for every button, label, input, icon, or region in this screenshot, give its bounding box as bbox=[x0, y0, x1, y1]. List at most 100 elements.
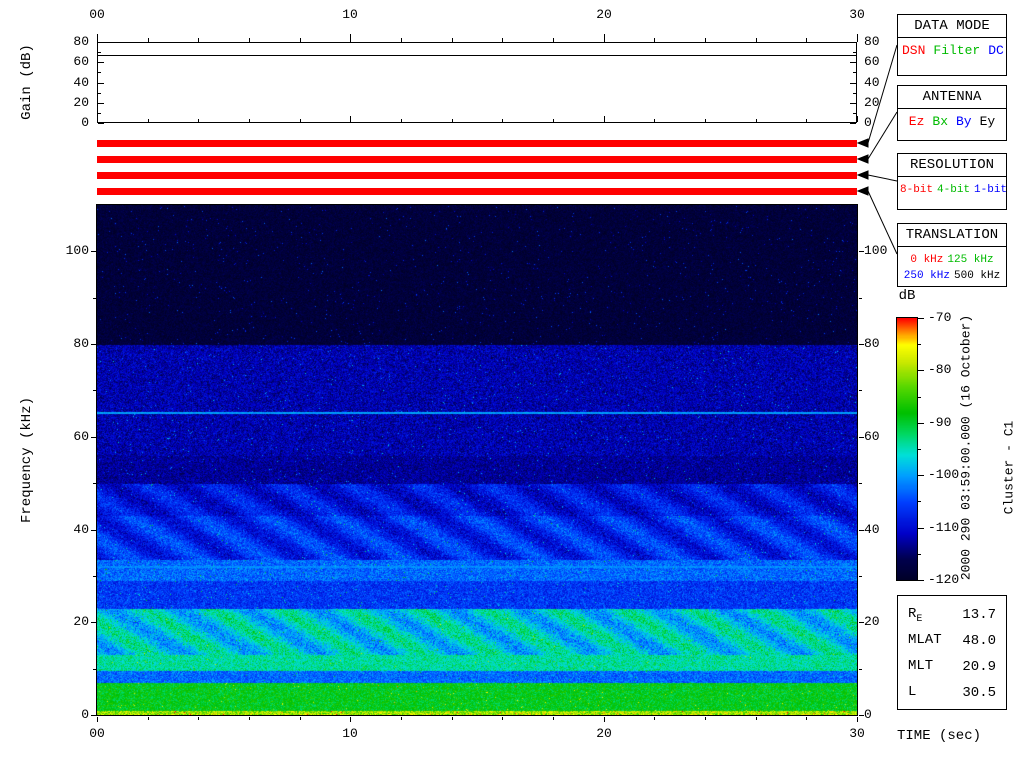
param-label: MLT bbox=[908, 657, 934, 674]
time-axis-label: TIME (sec) bbox=[897, 728, 982, 744]
colorbar-tick-label: -90 bbox=[928, 415, 952, 430]
time-minor-tick bbox=[148, 717, 149, 720]
connector-arrow-icon bbox=[856, 138, 869, 148]
colorbar-tick bbox=[918, 423, 924, 424]
top-axis-minor-tick bbox=[502, 38, 503, 42]
freq-tick bbox=[859, 715, 864, 716]
freq-tick-label-right: 80 bbox=[864, 336, 880, 351]
time-minor-tick bbox=[401, 717, 402, 720]
top-axis-tick-label: 20 bbox=[596, 7, 612, 22]
freq-minor-tick bbox=[859, 483, 862, 484]
colorbar-tick bbox=[918, 580, 924, 581]
top-axis-minor-tick bbox=[148, 38, 149, 42]
time-minor-tick bbox=[452, 717, 453, 720]
colorbar-tick bbox=[918, 318, 924, 319]
top-axis-minor-tick bbox=[249, 38, 250, 42]
colorbar-tick-label: -80 bbox=[928, 362, 952, 377]
option-500-khz: 500 kHz bbox=[954, 270, 1001, 282]
freq-minor-tick bbox=[859, 669, 862, 670]
freq-tick-label-right: 40 bbox=[864, 522, 880, 537]
freq-tick bbox=[859, 437, 864, 438]
freq-tick bbox=[91, 715, 96, 716]
data-mode-title: DATA MODE bbox=[898, 15, 1006, 38]
antenna-panel: ANTENNA Ez Bx By Ey bbox=[897, 85, 1007, 141]
colorbar-minor-tick bbox=[918, 397, 921, 398]
gain-ytick bbox=[850, 83, 856, 84]
gain-ytick bbox=[850, 42, 856, 43]
frequency-axis-label: Frequency (kHz) bbox=[19, 396, 35, 524]
option-4-bit: 4-bit bbox=[937, 184, 971, 196]
translation-options: 0 kHz 125 kHz 250 kHz 500 kHz bbox=[898, 247, 1006, 284]
time-tick-label: 30 bbox=[849, 726, 865, 741]
time-minor-tick bbox=[198, 717, 199, 720]
top-axis-minor-tick bbox=[705, 38, 706, 42]
time-minor-tick bbox=[553, 717, 554, 720]
freq-tick bbox=[91, 251, 96, 252]
freq-tick bbox=[859, 344, 864, 345]
spacecraft-label: Cluster - C1 bbox=[1001, 420, 1017, 515]
param-label: L bbox=[908, 683, 917, 700]
time-minor-tick bbox=[806, 717, 807, 720]
top-axis-tick-label: 30 bbox=[849, 7, 865, 22]
time-tick bbox=[604, 717, 605, 722]
param-value: 48.0 bbox=[962, 633, 996, 649]
time-tick bbox=[350, 717, 351, 722]
time-minor-tick bbox=[300, 717, 301, 720]
top-axis-minor-tick bbox=[553, 38, 554, 42]
gain-minor-ytick bbox=[98, 52, 101, 53]
freq-tick-label-left: 100 bbox=[65, 243, 89, 258]
freq-minor-tick bbox=[93, 483, 96, 484]
resolution-panel: RESOLUTION 8-bit 4-bit 1-bit bbox=[897, 153, 1007, 210]
gain-xtick bbox=[604, 116, 605, 122]
param-label: RE bbox=[908, 605, 923, 625]
gain-xtick bbox=[350, 116, 351, 122]
option-1-bit: 1-bit bbox=[974, 184, 1008, 196]
gain-tick-label-left: 0 bbox=[81, 115, 89, 130]
timestamp-label: 2000 290 03:59:00.000 (16 October) bbox=[958, 314, 974, 581]
freq-tick bbox=[91, 530, 96, 531]
gain-minor-xtick bbox=[198, 119, 199, 122]
gain-axis-label: Gain (dB) bbox=[19, 44, 35, 120]
colorbar-tick bbox=[918, 528, 924, 529]
freq-tick-label-left: 80 bbox=[73, 336, 89, 351]
param-value: 20.9 bbox=[962, 659, 996, 675]
top-axis-minor-tick bbox=[756, 38, 757, 42]
option-ez: Ez bbox=[908, 114, 925, 129]
freq-minor-tick bbox=[859, 390, 862, 391]
gain-xtick bbox=[857, 116, 858, 122]
gain-minor-xtick bbox=[705, 119, 706, 122]
time-minor-tick bbox=[756, 717, 757, 720]
time-tick-label: 10 bbox=[342, 726, 358, 741]
time-minor-tick bbox=[705, 717, 706, 720]
connector-arrow-icon bbox=[856, 170, 869, 180]
time-minor-tick bbox=[654, 717, 655, 720]
top-axis-tick bbox=[604, 34, 605, 42]
translation-panel: TRANSLATION 0 kHz 125 kHz 250 kHz 500 kHz bbox=[897, 223, 1007, 287]
colorbar-tick-label: -100 bbox=[928, 467, 960, 482]
freq-tick bbox=[859, 622, 864, 623]
option-125-khz: 125 kHz bbox=[947, 254, 994, 266]
freq-tick-label-right: 20 bbox=[864, 614, 880, 629]
gain-plot bbox=[97, 42, 857, 123]
top-axis-tick bbox=[350, 34, 351, 42]
gain-minor-xtick bbox=[654, 119, 655, 122]
gain-tick-label-right: 60 bbox=[864, 54, 880, 69]
top-axis-minor-tick bbox=[198, 38, 199, 42]
time-tick-label: 20 bbox=[596, 726, 612, 741]
freq-tick-label-right: 0 bbox=[864, 707, 872, 722]
spectrogram-canvas bbox=[96, 204, 858, 716]
freq-tick-label-left: 40 bbox=[73, 522, 89, 537]
gain-minor-ytick bbox=[98, 93, 101, 94]
colorbar bbox=[896, 317, 918, 581]
gain-minor-xtick bbox=[502, 119, 503, 122]
gain-minor-xtick bbox=[806, 119, 807, 122]
top-axis-minor-tick bbox=[300, 38, 301, 42]
param-label: MLAT bbox=[908, 631, 942, 648]
top-axis-tick bbox=[97, 34, 98, 42]
gain-xtick bbox=[97, 116, 98, 122]
connector-arrow-icon bbox=[856, 154, 869, 164]
freq-tick-label-right: 100 bbox=[864, 243, 888, 258]
resolution-stripe bbox=[97, 172, 857, 179]
gain-minor-xtick bbox=[553, 119, 554, 122]
